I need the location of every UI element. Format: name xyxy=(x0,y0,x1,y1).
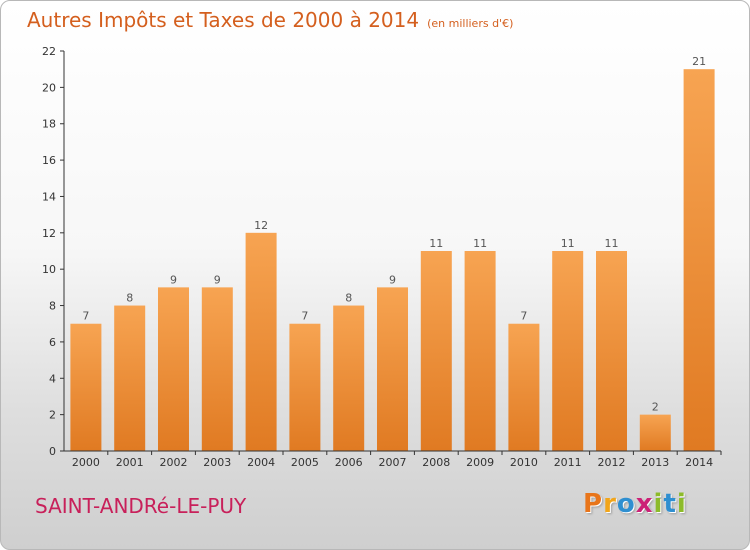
x-tick-label: 2004 xyxy=(247,456,275,469)
y-tick-label: 20 xyxy=(42,81,56,94)
proxiti-logo[interactable]: Proxiti xyxy=(583,489,687,519)
y-tick-label: 8 xyxy=(49,300,56,313)
y-tick-label: 12 xyxy=(42,227,56,240)
bar xyxy=(245,232,277,451)
bars: 7 8 9 9 12 7 8 9 11 11 7 11 11 2 21 xyxy=(70,55,715,451)
x-tick-label: 2010 xyxy=(510,456,538,469)
bar xyxy=(639,414,671,451)
y-tick-label: 10 xyxy=(42,263,56,276)
bar-value-label: 8 xyxy=(345,292,352,305)
y-tick-label: 22 xyxy=(42,45,56,58)
y-tick-label: 18 xyxy=(42,118,56,131)
logo-letter: r xyxy=(603,489,617,519)
x-tick-label: 2000 xyxy=(72,456,100,469)
x-tick-label: 2007 xyxy=(379,456,407,469)
bar-value-label: 7 xyxy=(82,310,89,323)
bar xyxy=(683,69,715,451)
bar xyxy=(464,251,496,451)
bar xyxy=(508,323,540,451)
bar-value-label: 7 xyxy=(301,310,308,323)
bar-value-label: 11 xyxy=(473,237,487,250)
chart-title: Autres Impôts et Taxes de 2000 à 2014 xyxy=(27,8,420,32)
x-tick-label: 2003 xyxy=(203,456,231,469)
bar-value-label: 12 xyxy=(254,219,268,232)
bar xyxy=(333,305,365,451)
y-tick-label: 0 xyxy=(49,445,56,458)
bar xyxy=(70,323,102,451)
bar xyxy=(596,251,627,451)
x-tick-label: 2009 xyxy=(466,456,494,469)
y-tick-label: 14 xyxy=(42,190,56,203)
bar xyxy=(377,287,408,451)
y-tick-label: 2 xyxy=(49,409,56,422)
y-tick-label: 6 xyxy=(49,336,56,349)
x-tick-label: 2011 xyxy=(554,456,582,469)
bar xyxy=(552,251,584,451)
bar-value-label: 9 xyxy=(214,273,221,286)
y-axis: 0 2 4 6 8 10 12 14 16 18 20 22 xyxy=(42,45,65,458)
x-tick-label: 2005 xyxy=(291,456,319,469)
bar-value-label: 11 xyxy=(561,237,575,250)
bar xyxy=(114,305,146,451)
bar-value-label: 11 xyxy=(429,237,443,250)
bar-chart: 0 2 4 6 8 10 12 14 16 18 20 22 7 8 9 9 12 7 8 9 11 11 7 11 11 2 2… xyxy=(42,45,722,469)
logo-letter: i xyxy=(653,489,664,519)
bar-value-label: 9 xyxy=(170,273,177,286)
logo-letter: o xyxy=(616,489,636,519)
y-tick-label: 16 xyxy=(42,154,56,167)
logo-letter: i xyxy=(676,489,687,519)
x-tick-label: 2014 xyxy=(685,456,713,469)
logo-letter: P xyxy=(583,489,604,519)
bar xyxy=(420,251,452,451)
bar xyxy=(158,287,189,451)
chart-subtitle: (en milliers d'€) xyxy=(427,17,514,30)
bar-value-label: 11 xyxy=(605,237,619,250)
y-tick-label: 4 xyxy=(49,372,56,385)
x-axis: 2000 2001 2002 2003 2004 2005 2006 2007 2008 2009… xyxy=(64,450,722,469)
bar-value-label: 7 xyxy=(520,310,527,323)
bar xyxy=(201,287,233,451)
x-tick-label: 2012 xyxy=(598,456,626,469)
x-tick-label: 2002 xyxy=(160,456,188,469)
bar xyxy=(289,323,321,451)
x-tick-label: 2001 xyxy=(116,456,144,469)
logo-letter: t xyxy=(663,489,677,519)
commune-name: SAINT-ANDRé-LE-PUY xyxy=(35,494,247,518)
x-tick-label: 2006 xyxy=(335,456,363,469)
logo-letter: x xyxy=(635,489,654,519)
bar-value-label: 9 xyxy=(389,273,396,286)
title-row: Autres Impôts et Taxes de 2000 à 2014 (en… xyxy=(27,8,513,32)
bar-value-label: 21 xyxy=(692,55,706,68)
x-tick-label: 2008 xyxy=(422,456,450,469)
bar-value-label: 8 xyxy=(126,292,133,305)
bar-value-label: 2 xyxy=(652,401,659,414)
x-tick-label: 2013 xyxy=(641,456,669,469)
